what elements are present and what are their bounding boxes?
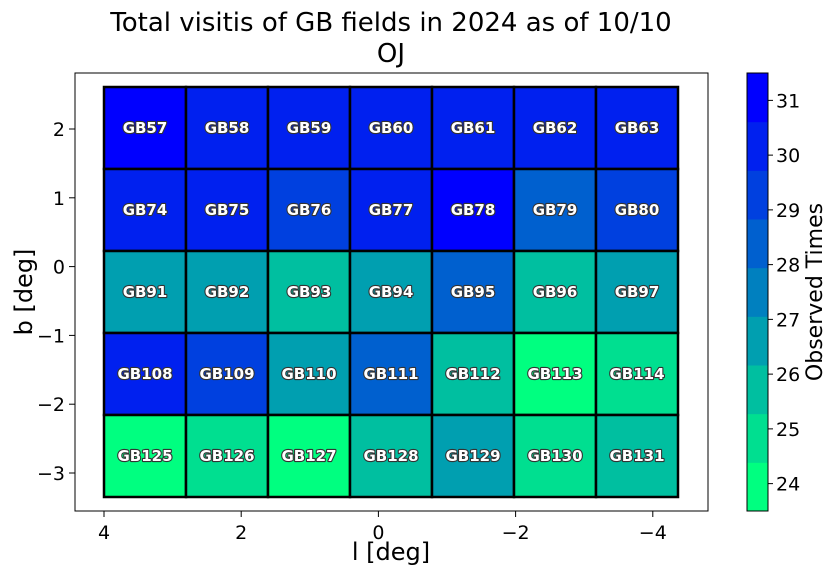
cell-label: GB131: [609, 447, 664, 465]
x-tick-label: 4: [98, 522, 110, 544]
cell-label: GB76: [287, 201, 332, 219]
colorbar-ticks: 24 25 26 27 28 29 30 31: [768, 90, 800, 496]
plot-frame: [74, 72, 709, 512]
cell-label: GB129: [445, 447, 500, 465]
x-tick-label: −4: [639, 522, 667, 544]
heatmap-cell: [266, 249, 352, 335]
colorbar-label: Observed Times: [803, 203, 828, 381]
heatmap-cell: [266, 413, 352, 499]
heatmap-cell: [102, 167, 188, 253]
cell-label: GB80: [615, 201, 660, 219]
heatmap-cell: [512, 331, 598, 417]
cell-label: GB74: [123, 201, 168, 219]
cell-label: GB128: [363, 447, 418, 465]
heatmap-cell: [594, 413, 680, 499]
colorbar: [746, 72, 769, 512]
heatmap-cell: [512, 249, 598, 335]
y-tick-label: 1: [53, 188, 65, 210]
colorbar-segment: [747, 365, 768, 415]
colorbar-tick-label: 28: [776, 255, 800, 277]
colorbar-segment: [747, 121, 768, 171]
colorbar-tick-label: 29: [776, 200, 800, 222]
cell-label: GB97: [615, 283, 660, 301]
colorbar-segment: [747, 219, 768, 269]
cell-label: GB110: [281, 365, 336, 383]
cell-label: GB59: [287, 119, 332, 137]
x-axis-label: l [deg]: [352, 538, 430, 566]
heatmap-cell: [184, 331, 270, 417]
cell-label: GB112: [445, 365, 500, 383]
y-tick-label: −2: [37, 394, 65, 416]
cell-label: GB60: [369, 119, 414, 137]
colorbar-tick-label: 30: [776, 145, 800, 167]
chart-title-line1: Total visitis of GB fields in 2024 as of…: [109, 8, 671, 38]
heatmap-cell: [512, 85, 598, 171]
colorbar-segment: [747, 462, 768, 512]
heatmap-cell: [348, 167, 434, 253]
chart-title-line2: OJ: [377, 39, 405, 69]
cell-label: GB77: [369, 201, 414, 219]
y-tick-label: 0: [53, 257, 65, 279]
cell-label: GB61: [451, 119, 496, 137]
cell-label: GB111: [363, 365, 418, 383]
heatmap-cell: [184, 413, 270, 499]
y-axis-label: b [deg]: [10, 249, 38, 336]
cell-label: GB63: [615, 119, 660, 137]
cell-label: GB127: [281, 447, 336, 465]
heatmap-cell: [348, 413, 434, 499]
heatmap-cell: [430, 331, 516, 417]
x-tick-label: 2: [235, 522, 247, 544]
cell-label: GB79: [533, 201, 578, 219]
colorbar-frame: [746, 72, 769, 512]
cell-label: GB62: [533, 119, 578, 137]
y-tick-label: −1: [37, 325, 65, 347]
heatmap-cell: [348, 85, 434, 171]
cell-label: GB113: [527, 365, 582, 383]
colorbar-tick-label: 31: [776, 90, 800, 112]
cell-label: GB58: [205, 119, 250, 137]
cell-label: GB130: [527, 447, 582, 465]
heatmap-cells: GB57 GB58 GB59 GB60 GB61 GB62 GB63 GB74 GB75 GB76…: [102, 85, 680, 499]
x-tick-label: −2: [502, 522, 530, 544]
colorbar-segment: [747, 73, 768, 123]
y-tick-label: 2: [53, 119, 65, 141]
colorbar-segment: [747, 413, 768, 463]
heatmap-cell: [184, 167, 270, 253]
cell-label: GB75: [205, 201, 250, 219]
cell-label: GB78: [451, 201, 496, 219]
heatmap-cell: [102, 249, 188, 335]
colorbar-segment: [747, 267, 768, 317]
heatmap-cell: [184, 249, 270, 335]
cell-label: GB92: [205, 283, 250, 301]
heatmap-cell: [594, 85, 680, 171]
heatmap-cell: [430, 167, 516, 253]
heatmap-cell: [102, 413, 188, 499]
colorbar-segment: [747, 170, 768, 220]
cell-label: GB93: [287, 283, 332, 301]
x-tick-label: 0: [372, 522, 384, 544]
cell-label: GB126: [199, 447, 254, 465]
cell-label: GB57: [123, 119, 168, 137]
cell-label: GB96: [533, 283, 578, 301]
cell-label: GB125: [117, 447, 172, 465]
cell-label: GB108: [117, 365, 172, 383]
cell-label: GB109: [199, 365, 254, 383]
colorbar-tick-label: 25: [776, 419, 800, 441]
colorbar-segment: [747, 316, 768, 366]
cell-label: GB95: [451, 283, 496, 301]
colorbar-tick-label: 24: [776, 474, 800, 496]
cell-label: GB91: [123, 283, 168, 301]
heatmap-cell: [102, 331, 188, 417]
y-tick-label: −3: [37, 463, 65, 485]
y-axis-ticks: 2 1 0 −1 −2 −3: [37, 119, 75, 485]
cell-label: GB94: [369, 283, 414, 301]
cell-label: GB114: [609, 365, 664, 383]
heatmap-cell: [594, 167, 680, 253]
x-axis-ticks: 4 2 0 −2 −4: [98, 511, 667, 544]
colorbar-tick-label: 26: [776, 364, 800, 386]
colorbar-tick-label: 27: [776, 309, 800, 331]
